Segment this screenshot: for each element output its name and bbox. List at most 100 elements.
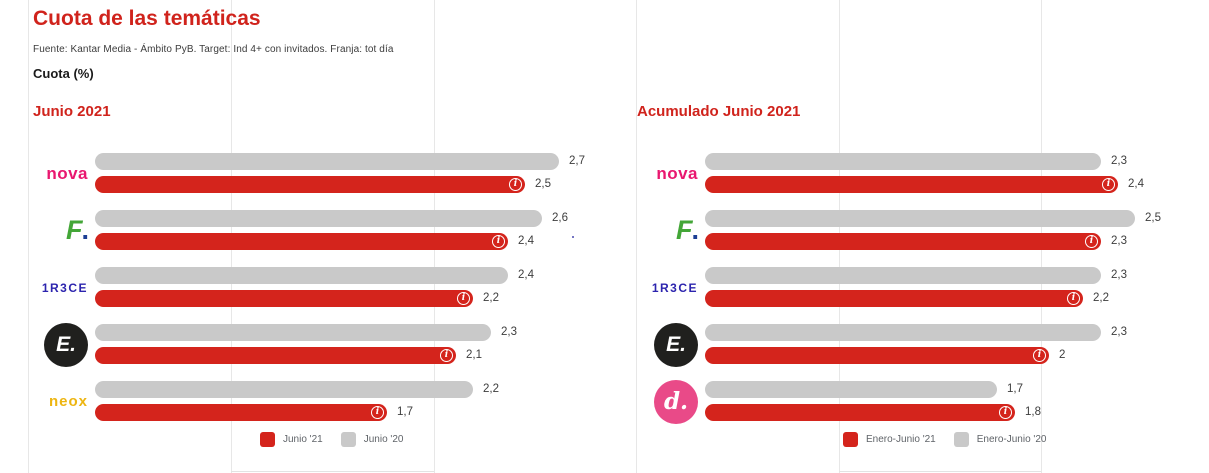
channel-logo-text: d.	[663, 388, 689, 415]
channel-logo-energy: E.	[28, 322, 88, 367]
value-label-current: 2,2	[483, 292, 499, 304]
channel-logo-divinity: d.	[640, 379, 698, 424]
gridline	[636, 0, 637, 473]
channel-logo-dot: .	[81, 215, 88, 245]
info-icon[interactable]: i	[1085, 235, 1098, 248]
source-note: Fuente: Kantar Media - Ámbito PyB. Targe…	[33, 44, 394, 55]
bar-previous	[95, 381, 473, 398]
cell-border	[231, 471, 434, 472]
info-icon[interactable]: i	[1033, 349, 1046, 362]
info-icon[interactable]: i	[1102, 178, 1115, 191]
value-label-current: 2,1	[466, 349, 482, 361]
bar-previous	[705, 210, 1135, 227]
legend-acumulado: Enero-Junio '21 Enero-Junio '20	[843, 432, 1046, 447]
value-label-current: 2,2	[1093, 292, 1109, 304]
bar-current: i	[95, 290, 473, 307]
channel-logo-neox: neox	[28, 381, 88, 422]
bar-previous	[95, 153, 559, 170]
chart-row-trece: 1R3CE 2,4 i 2,2	[0, 267, 1209, 308]
cell-border	[839, 471, 1041, 472]
value-label-previous: 2,4	[518, 269, 534, 281]
bar-previous	[95, 210, 542, 227]
legend-item: Junio '21	[260, 432, 323, 447]
legend-label: Enero-Junio '20	[976, 434, 1047, 445]
page-title: Cuota de las temáticas	[33, 7, 261, 30]
value-label-current: 2,3	[1111, 235, 1127, 247]
channel-logo-text: E.	[666, 332, 686, 356]
value-label-previous: 2,6	[552, 212, 568, 224]
bar-current: i	[95, 233, 508, 250]
legend-swatch	[340, 432, 356, 447]
legend-item: Junio '20	[340, 432, 404, 447]
value-label-previous: 2,3	[1111, 155, 1127, 167]
channel-logo-text: 1R3CE	[41, 280, 88, 295]
value-label-previous: 2,3	[1111, 269, 1127, 281]
chart-row-energy: E. 2,3 i 2,1	[0, 322, 1209, 367]
value-label-previous: 2,2	[483, 383, 499, 395]
channel-logo-energy: E.	[640, 322, 698, 367]
bar-previous	[705, 381, 997, 398]
value-label-current: 2,4	[518, 235, 534, 247]
value-label-current: 1,8	[1025, 406, 1041, 418]
legend-junio: Junio '21 Junio '20	[260, 432, 403, 447]
value-label-previous: 2,5	[1145, 212, 1161, 224]
bar-current: i	[95, 347, 456, 364]
info-icon[interactable]: i	[440, 349, 453, 362]
info-icon[interactable]: i	[1067, 292, 1080, 305]
info-icon[interactable]: i	[492, 235, 505, 248]
chart-title-acumulado: Acumulado Junio 2021	[637, 103, 801, 120]
channel-logo-trece: 1R3CE	[640, 267, 698, 308]
chart-row-fdf: F. 2,5 i 2,3	[0, 210, 1209, 251]
channel-logo-nova: nova	[640, 153, 698, 194]
bar-current: i	[705, 347, 1049, 364]
bar-current: i	[705, 176, 1118, 193]
channel-logo-text: F	[65, 215, 82, 245]
legend-label: Junio '20	[363, 434, 404, 445]
artifact-dot	[572, 236, 574, 238]
channel-logo-text: E.	[56, 332, 76, 356]
legend-item: Enero-Junio '21	[843, 432, 936, 447]
channel-logo-nova: nova	[28, 153, 88, 194]
bar-previous	[95, 267, 508, 284]
info-icon[interactable]: i	[999, 406, 1012, 419]
channel-logo-fdf: F.	[28, 210, 89, 251]
info-icon[interactable]: i	[509, 178, 522, 191]
value-label-current: 2,5	[535, 178, 551, 190]
chart-title-junio: Junio 2021	[33, 103, 111, 120]
bar-current: i	[95, 176, 525, 193]
channel-logo-trece: 1R3CE	[28, 267, 88, 308]
channel-logo-fdf: F.	[640, 210, 699, 251]
legend-swatch	[953, 432, 969, 447]
value-label-current: 2	[1059, 349, 1066, 361]
channel-logo-text: neox	[48, 393, 88, 410]
chart-row-nova: nova 2,3 i 2,4	[0, 153, 1209, 194]
legend-label: Enero-Junio '21	[866, 434, 936, 445]
channel-logo-text: 1R3CE	[651, 280, 698, 295]
legend-swatch	[260, 432, 275, 447]
value-label-previous: 2,3	[1111, 326, 1127, 338]
chart-row-trece: 1R3CE 2,3 i 2,2	[0, 267, 1209, 308]
channel-logo-dot: .	[691, 215, 698, 245]
bar-current: i	[705, 290, 1083, 307]
bar-current: i	[705, 233, 1101, 250]
value-label-current: 1,7	[397, 406, 413, 418]
chart-row-fdf: F. 2,6 i 2,4	[0, 210, 1209, 251]
chart-row-neox: neox 2,2 i 1,7	[0, 381, 1209, 422]
unit-label: Cuota (%)	[33, 66, 94, 81]
bar-current: i	[705, 404, 1015, 421]
value-label-previous: 2,3	[501, 326, 517, 338]
channel-logo-text: nova	[46, 163, 88, 183]
bar-previous	[705, 153, 1101, 170]
channel-logo-text: F	[675, 215, 692, 245]
bar-current: i	[95, 404, 387, 421]
chart-row-nova: nova 2,7 i 2,5	[0, 153, 1209, 194]
bar-previous	[95, 324, 491, 341]
info-icon[interactable]: i	[371, 406, 384, 419]
value-label-previous: 2,7	[569, 155, 585, 167]
gridline	[28, 0, 29, 473]
value-label-previous: 1,7	[1007, 383, 1023, 395]
info-icon[interactable]: i	[457, 292, 470, 305]
value-label-current: 2,4	[1128, 178, 1144, 190]
chart-row-energy: E. 2,3 i 2	[0, 322, 1209, 367]
